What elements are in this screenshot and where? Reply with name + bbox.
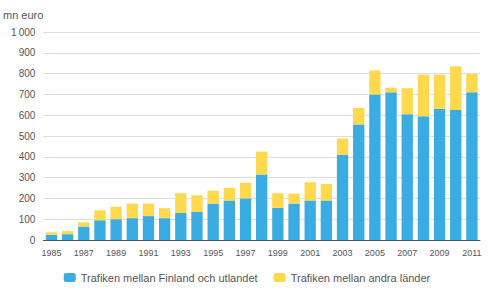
svg-text:1987: 1987 (74, 248, 94, 258)
svg-text:800: 800 (19, 68, 36, 79)
svg-text:1995: 1995 (203, 248, 223, 258)
svg-text:900: 900 (19, 47, 36, 58)
svg-text:400: 400 (19, 151, 36, 162)
svg-text:100: 100 (19, 214, 36, 225)
svg-text:1997: 1997 (235, 248, 255, 258)
svg-text:700: 700 (19, 89, 36, 100)
svg-text:2007: 2007 (397, 248, 417, 258)
svg-text:2009: 2009 (430, 248, 450, 258)
svg-text:1991: 1991 (138, 248, 158, 258)
svg-text:1985: 1985 (41, 248, 61, 258)
svg-text:300: 300 (19, 172, 36, 183)
svg-text:2003: 2003 (333, 248, 353, 258)
svg-text:2005: 2005 (365, 248, 385, 258)
svg-text:Trafiken mellan andra länder: Trafiken mellan andra länder (291, 272, 431, 284)
svg-text:0: 0 (30, 235, 36, 246)
svg-text:2001: 2001 (300, 248, 320, 258)
svg-text:600: 600 (19, 110, 36, 121)
svg-text:500: 500 (19, 131, 36, 142)
svg-text:mn euro: mn euro (3, 9, 43, 21)
svg-text:Trafiken mellan Finland och ut: Trafiken mellan Finland och utlandet (81, 272, 258, 284)
svg-text:1999: 1999 (268, 248, 288, 258)
svg-text:2011: 2011 (462, 248, 481, 258)
svg-text:1989: 1989 (106, 248, 126, 258)
svg-text:1 000: 1 000 (11, 27, 36, 38)
svg-text:1993: 1993 (171, 248, 191, 258)
svg-text:200: 200 (19, 193, 36, 204)
